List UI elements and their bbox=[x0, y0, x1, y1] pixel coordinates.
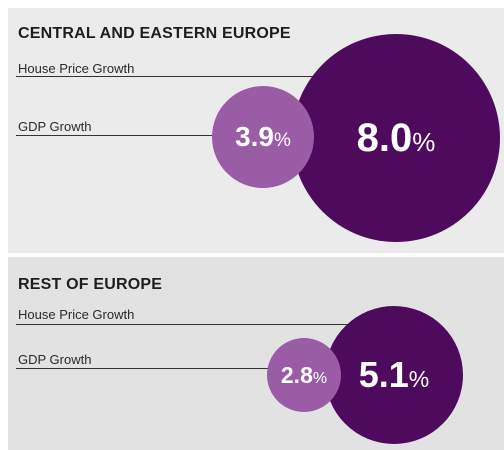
roe-gdp-label: GDP Growth bbox=[18, 352, 92, 367]
roe-house-price-leader-line bbox=[16, 324, 351, 325]
cee-gdp-value: 3.9% bbox=[235, 121, 291, 152]
cee-heading: CENTRAL AND EASTERN EUROPE bbox=[18, 25, 291, 42]
rest-of-europe-heading: REST OF EUROPE bbox=[18, 276, 163, 293]
cee-gdp-bubble: 3.9% bbox=[212, 86, 314, 188]
roe-gdp-leader-line bbox=[16, 368, 271, 369]
cee-house-price-bubble: 8.0% bbox=[292, 34, 500, 242]
roe-house-price-bubble: 5.1% bbox=[325, 306, 463, 444]
cee-gdp-leader-line bbox=[16, 135, 226, 136]
cee-house-price-value: 8.0% bbox=[356, 115, 436, 160]
cee-house-price-label: House Price Growth bbox=[18, 61, 135, 76]
roe-house-price-value: 5.1% bbox=[358, 354, 430, 395]
roe-house-price-label: House Price Growth bbox=[18, 307, 135, 322]
roe-gdp-value: 2.8% bbox=[280, 361, 328, 388]
cee-house-price-leader-line bbox=[16, 76, 316, 77]
cee-gdp-label: GDP Growth bbox=[18, 119, 92, 134]
roe-gdp-bubble: 2.8% bbox=[267, 338, 341, 412]
